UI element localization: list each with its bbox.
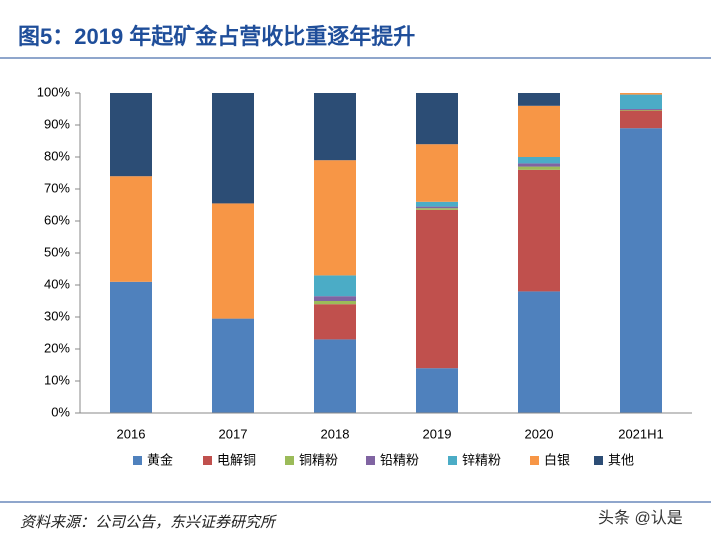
bar-segment xyxy=(620,93,662,95)
x-tick-label: 2019 xyxy=(423,426,452,441)
bar-segment xyxy=(518,93,560,106)
bar-segment xyxy=(212,93,254,204)
bar-segment xyxy=(416,206,458,209)
bar-segment xyxy=(212,318,254,413)
y-tick-label: 20% xyxy=(44,340,70,355)
bar-segment xyxy=(416,93,458,145)
y-tick-label: 100% xyxy=(37,84,71,99)
bar-segment xyxy=(110,281,152,413)
bar-segment xyxy=(314,93,356,161)
x-tick-label: 2016 xyxy=(117,426,146,441)
y-tick-label: 80% xyxy=(44,148,70,163)
bar-segment xyxy=(416,144,458,202)
y-tick-label: 10% xyxy=(44,372,70,387)
bar-segment xyxy=(314,160,356,276)
bar-segment xyxy=(518,169,560,292)
legend-swatch xyxy=(530,456,539,465)
x-tick-label: 2017 xyxy=(219,426,248,441)
legend-label: 其他 xyxy=(608,452,634,467)
legend-swatch xyxy=(133,456,142,465)
y-tick-label: 50% xyxy=(44,244,70,259)
bar-segment xyxy=(314,339,356,413)
legend-label: 锌精粉 xyxy=(462,452,501,467)
legend-swatch xyxy=(366,456,375,465)
y-tick-label: 70% xyxy=(44,180,70,195)
legend-swatch xyxy=(594,456,603,465)
source: 资料来源：公司公告，东兴证券研究所 xyxy=(20,514,277,531)
x-tick-label: 2021H1 xyxy=(618,426,664,441)
y-tick-label: 60% xyxy=(44,212,70,227)
bar-segment xyxy=(620,109,662,110)
bar-segment xyxy=(416,209,458,369)
bar-segment xyxy=(620,110,662,129)
bar-segment xyxy=(212,203,254,319)
bar-segment xyxy=(518,163,560,167)
bar-segment xyxy=(314,301,356,305)
bar-segment xyxy=(110,176,152,282)
bar-segment xyxy=(416,368,458,413)
bar-segment xyxy=(620,94,662,109)
legend-label: 黄金 xyxy=(147,452,173,467)
y-tick-label: 90% xyxy=(44,116,70,131)
bar-segment xyxy=(416,208,458,210)
y-tick-label: 30% xyxy=(44,308,70,323)
x-tick-label: 2020 xyxy=(525,426,554,441)
legend-label: 白银 xyxy=(544,452,570,467)
legend-label: 铅精粉 xyxy=(380,452,419,467)
bar-segment xyxy=(518,157,560,164)
bar-segment xyxy=(416,201,458,207)
legend-swatch xyxy=(285,456,294,465)
bar-segment xyxy=(518,166,560,170)
y-tick-label: 0% xyxy=(51,404,70,419)
bar-segment xyxy=(314,296,356,301)
watermark: 头条 @认是 xyxy=(598,509,683,527)
bar-segment xyxy=(314,275,356,297)
bar-segment xyxy=(314,304,356,340)
legend-swatch xyxy=(203,456,212,465)
legend-swatch xyxy=(448,456,457,465)
bar-segment xyxy=(110,93,152,177)
bar-segment xyxy=(518,105,560,157)
y-tick-label: 40% xyxy=(44,276,70,291)
legend-label: 电解铜 xyxy=(217,452,256,467)
bar-segment xyxy=(620,128,662,413)
legend-label: 铜精粉 xyxy=(299,452,338,467)
x-tick-label: 2018 xyxy=(321,426,350,441)
chart-title: 图5：2019 年起矿金占营收比重逐年提升 xyxy=(18,24,415,49)
bar-segment xyxy=(518,291,560,413)
bar-segment xyxy=(620,109,662,111)
